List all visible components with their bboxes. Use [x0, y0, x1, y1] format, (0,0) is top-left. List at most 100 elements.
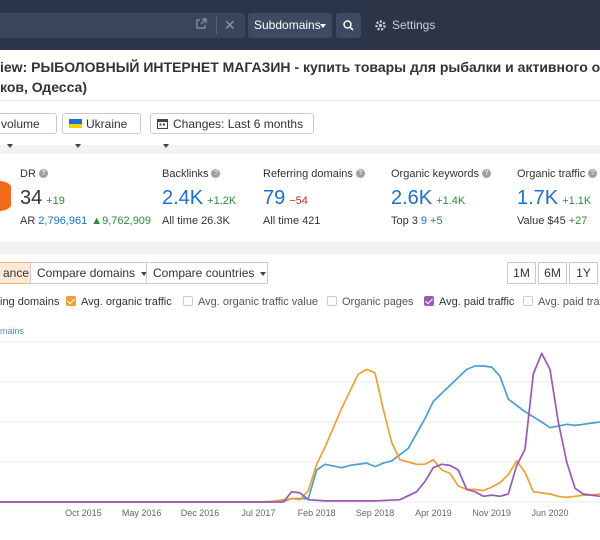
page-title-line2: ков, Одесса)	[0, 79, 87, 95]
traffic-value-label: Value	[517, 215, 545, 227]
metric-refdomains-label: Referring domains	[263, 168, 353, 180]
series-line-organic-traffic[interactable]	[0, 368, 600, 503]
legend-organic-pages[interactable]: Organic pages	[327, 294, 414, 310]
tab-performance-label: ance	[3, 266, 30, 280]
metric-backlinks-name: Backlinks?	[162, 168, 221, 180]
search-button[interactable]	[336, 13, 361, 38]
top3-delta: +5	[430, 215, 443, 227]
metric-organic-keywords: Organic keywords? 2.6K +1.4K Top 3 9 +5	[391, 154, 509, 242]
series-line-paid-traffic[interactable]	[0, 352, 600, 503]
volume-label: volume	[1, 117, 40, 131]
tab-compare-countries-label: Compare countries	[153, 266, 255, 280]
legend-avg-organic-traffic[interactable]: Avg. organic traffic	[66, 294, 172, 310]
changes-dropdown[interactable]: Changes: Last 6 months	[150, 113, 314, 148]
legend-organic-traffic-label: Avg. organic traffic	[81, 296, 172, 308]
legend-paid-traffic-value-label: Avg. paid traffic v	[538, 296, 600, 308]
metric-backlinks-value[interactable]: 2.4K	[162, 187, 204, 209]
ar-delta: ▲9,762,909	[91, 215, 152, 227]
top-bar: ✕ Subdomains Settings	[0, 0, 600, 50]
subdomains-dropdown[interactable]: Subdomains	[248, 13, 332, 38]
country-dropdown[interactable]: Ukraine	[62, 113, 141, 148]
clear-icon[interactable]: ✕	[224, 17, 236, 33]
chart-panel: ance Compare domains Compare countries 1…	[0, 254, 600, 540]
help-icon[interactable]: ?	[588, 168, 598, 178]
tab-compare-countries[interactable]: Compare countries	[146, 262, 268, 284]
metric-dr-value-row: 34 +19	[20, 187, 65, 210]
top3-label: Top 3	[391, 215, 418, 227]
checkbox-checked-icon[interactable]	[424, 296, 434, 306]
checkbox-checked-icon[interactable]	[66, 296, 76, 306]
ar-value[interactable]: 2,796,961	[38, 215, 88, 227]
settings-button[interactable]: Settings	[374, 13, 435, 38]
help-icon[interactable]: ?	[482, 168, 492, 178]
all-time-value: 421	[302, 215, 321, 227]
chevron-down-icon	[260, 271, 267, 276]
traffic-value-amount: $45	[547, 215, 566, 227]
performance-chart[interactable]: Oct 2015 May 2016 Dec 2016 Jul 2017 Feb 2018…	[0, 334, 600, 540]
domain-search-input[interactable]: ✕	[0, 13, 245, 38]
legend-referring-domains[interactable]: ing domains	[0, 294, 59, 310]
country-label: Ukraine	[86, 117, 128, 131]
legend-organic-traffic-value-label: Avg. organic traffic value	[198, 296, 319, 308]
metric-keywords-value[interactable]: 2.6K	[391, 187, 433, 209]
metric-backlinks-sub: All time 26.3K	[162, 215, 230, 227]
metric-keywords-label: Organic keywords	[391, 168, 480, 180]
help-icon[interactable]: ?	[355, 168, 365, 178]
metric-keywords-sub: Top 3 9 +5	[391, 215, 443, 227]
chevron-down-icon	[141, 271, 148, 276]
checkbox-icon[interactable]	[523, 296, 533, 306]
metric-keywords-value-row[interactable]: 2.6K +1.4K	[391, 187, 465, 210]
metric-referring-domains: Referring domains? 79 −54 All time 421	[263, 154, 383, 242]
range-6m-button[interactable]: 6M	[538, 262, 567, 284]
metric-backlinks-value-row[interactable]: 2.4K +1.2K	[162, 187, 236, 210]
top3-value[interactable]: 9	[420, 215, 428, 227]
series-line-referring-domains[interactable]	[0, 365, 600, 503]
metric-traffic-value[interactable]: 1.7K	[517, 187, 559, 209]
metric-dr: DR? 34 +19 AR 2,796,961 ▲9,762,909	[20, 154, 152, 242]
help-icon[interactable]: ?	[211, 168, 221, 178]
x-tick-label: Sep 2018	[356, 508, 395, 518]
metric-keywords-delta: +1.4K	[436, 195, 466, 207]
metric-refdomains-sub: All time 421	[263, 215, 320, 227]
ar-label: AR	[20, 215, 36, 227]
chevron-down-icon	[320, 24, 326, 28]
range-1m-button[interactable]: 1M	[507, 262, 536, 284]
metric-dr-label: DR	[20, 168, 36, 180]
legend-avg-organic-traffic-value[interactable]: Avg. organic traffic value	[183, 294, 318, 310]
chart-legend: ing domains Avg. organic traffic Avg. or…	[0, 294, 600, 310]
metric-refdomains-value-row[interactable]: 79 −54	[263, 187, 308, 210]
page-title-line1: iew: РЫБОЛОВНЫЙ ИНТЕРНЕТ МАГАЗИН - купит…	[0, 59, 600, 75]
metric-refdomains-value[interactable]: 79	[263, 187, 286, 209]
ukraine-flag-icon	[69, 119, 82, 129]
traffic-value-delta: +27	[568, 215, 588, 227]
settings-label: Settings	[392, 18, 436, 32]
checkbox-icon[interactable]	[327, 296, 337, 306]
tab-compare-domains[interactable]: Compare domains	[30, 262, 148, 284]
range-1y-label: 1Y	[576, 266, 591, 280]
gear-icon	[375, 20, 386, 31]
metric-backlinks-delta: +1.2K	[207, 195, 237, 207]
range-6m-label: 6M	[544, 266, 561, 280]
metrics-panel: DR? 34 +19 AR 2,796,961 ▲9,762,909 Backlink…	[0, 154, 600, 242]
chevron-down-icon	[75, 143, 81, 148]
legend-avg-paid-traffic-value[interactable]: Avg. paid traffic v	[523, 294, 600, 310]
help-icon[interactable]: ?	[38, 168, 48, 178]
metric-refdomains-delta: −54	[289, 195, 308, 207]
metric-traffic-value-row[interactable]: 1.7K +1.1K	[517, 187, 591, 210]
metric-traffic-label: Organic traffic	[517, 168, 586, 180]
volume-dropdown[interactable]: volume	[0, 113, 57, 148]
external-link-icon[interactable]	[195, 18, 207, 30]
legend-avg-paid-traffic[interactable]: Avg. paid traffic	[424, 294, 514, 310]
chevron-down-icon	[7, 143, 13, 148]
x-tick-label: Oct 2015	[65, 508, 102, 518]
metric-traffic-name: Organic traffic?	[517, 168, 598, 180]
range-1y-button[interactable]: 1Y	[569, 262, 598, 284]
checkbox-icon[interactable]	[183, 296, 193, 306]
chevron-down-icon	[163, 143, 169, 148]
all-time-value: 26.3K	[201, 215, 230, 227]
x-tick-label: Nov 2019	[472, 508, 511, 518]
x-tick-label: Feb 2018	[298, 508, 336, 518]
tab-performance[interactable]: ance	[0, 262, 31, 284]
x-tick-label: Jun 2020	[531, 508, 568, 518]
range-1m-label: 1M	[513, 266, 530, 280]
